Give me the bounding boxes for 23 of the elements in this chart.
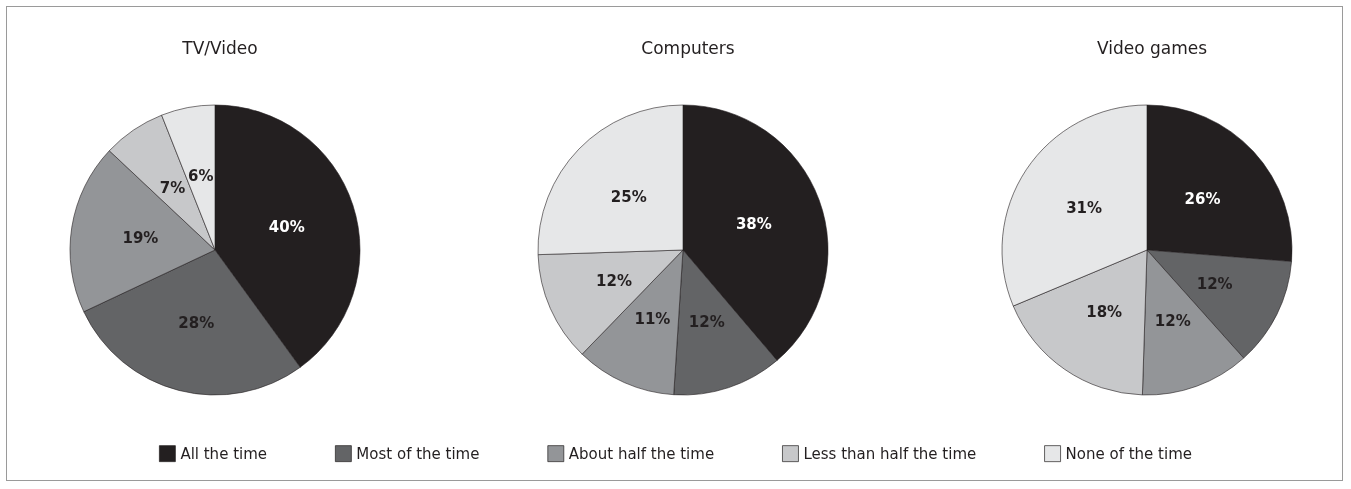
data-label: 12% xyxy=(1196,274,1233,293)
data-label: 19% xyxy=(122,229,159,248)
chart-title: TV/Video xyxy=(181,37,258,58)
legend-label: All the time xyxy=(180,444,268,463)
data-label: 18% xyxy=(1086,303,1123,322)
chart-title: Computers xyxy=(641,37,735,58)
legend-label: None of the time xyxy=(1065,444,1192,463)
legend-label: About half the time xyxy=(568,444,715,463)
data-label: 26% xyxy=(1184,189,1221,208)
data-label: 38% xyxy=(735,214,772,233)
data-label: 40% xyxy=(268,217,305,236)
data-label: 28% xyxy=(178,314,215,333)
data-label: 11% xyxy=(634,310,671,329)
chart-title: Video games xyxy=(1096,37,1208,58)
data-label: 12% xyxy=(688,312,725,331)
legend-label: Less than half the time xyxy=(803,444,977,463)
legend-label: Most of the time xyxy=(356,444,480,463)
data-label: 12% xyxy=(1154,311,1191,330)
data-label: 31% xyxy=(1066,199,1103,218)
data-label: 12% xyxy=(596,271,632,290)
data-label: 6% xyxy=(188,166,214,185)
data-label: 7% xyxy=(159,178,186,197)
data-label: 25% xyxy=(610,188,647,207)
